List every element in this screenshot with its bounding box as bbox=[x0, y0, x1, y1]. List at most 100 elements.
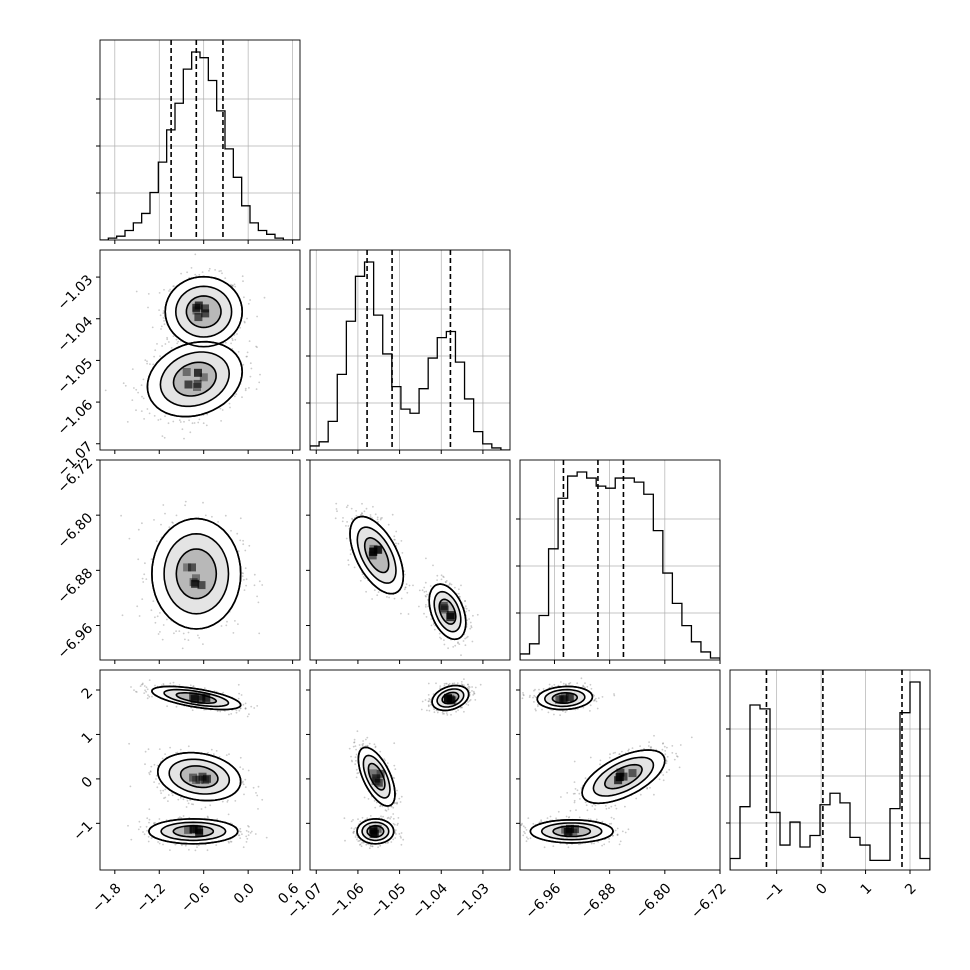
density-cell bbox=[446, 611, 455, 620]
scatter-point bbox=[142, 831, 144, 833]
scatter-point bbox=[248, 340, 251, 342]
scatter-point bbox=[253, 707, 256, 709]
scatter-point bbox=[166, 336, 169, 339]
scatter-point bbox=[342, 517, 344, 519]
scatter-point bbox=[250, 367, 253, 370]
scatter-point bbox=[148, 679, 151, 681]
scatter-point bbox=[258, 580, 261, 583]
scatter-point bbox=[224, 514, 227, 517]
scatter-point bbox=[157, 633, 160, 635]
scatter-point bbox=[163, 436, 166, 439]
scatter-point bbox=[460, 654, 462, 657]
scatter-point bbox=[146, 408, 149, 410]
contour-line bbox=[349, 515, 405, 595]
scatter-point bbox=[436, 574, 439, 577]
scatter-point bbox=[169, 682, 172, 685]
scatter-point bbox=[140, 410, 143, 412]
scatter-point bbox=[224, 341, 227, 344]
scatter-point bbox=[257, 601, 260, 604]
scatter-point bbox=[245, 578, 248, 581]
scatter-point bbox=[220, 420, 223, 422]
scatter-point bbox=[136, 605, 139, 608]
scatter-point bbox=[240, 694, 243, 696]
scatter-point bbox=[237, 351, 240, 353]
scatter-point bbox=[424, 606, 427, 608]
scatter-point bbox=[460, 584, 462, 587]
scatter-point bbox=[463, 607, 466, 609]
scatter-panel-4-1 bbox=[127, 679, 268, 852]
scatter-point bbox=[152, 363, 155, 366]
scatter-point bbox=[186, 271, 189, 274]
contour-line bbox=[146, 340, 244, 418]
scatter-point bbox=[242, 846, 245, 849]
scatter-point bbox=[393, 597, 396, 600]
scatter-point bbox=[150, 837, 153, 839]
scatter-point bbox=[449, 582, 451, 585]
scatter-point bbox=[239, 756, 242, 759]
scatter-point bbox=[175, 752, 177, 754]
density-cell bbox=[446, 613, 454, 622]
scatter-point bbox=[171, 794, 174, 797]
scatter-point bbox=[433, 628, 436, 631]
scatter-point bbox=[388, 596, 390, 599]
scatter-point bbox=[231, 284, 234, 287]
scatter-point bbox=[335, 502, 338, 505]
scatter-point bbox=[163, 797, 165, 800]
scatter-point bbox=[476, 613, 479, 616]
scatter-point bbox=[193, 422, 196, 424]
scatter-point bbox=[243, 321, 246, 324]
scatter-point bbox=[246, 355, 248, 358]
scatter-point bbox=[133, 387, 135, 389]
scatter-point bbox=[347, 563, 350, 566]
scatter-point bbox=[150, 558, 153, 561]
scatter-point bbox=[141, 598, 144, 600]
scatter-point bbox=[176, 342, 179, 345]
scatter-point bbox=[243, 578, 245, 581]
scatter-point bbox=[197, 421, 200, 424]
scatter-point bbox=[131, 399, 134, 401]
scatter-point bbox=[154, 349, 157, 352]
scatter-point bbox=[141, 395, 143, 398]
scatter-point bbox=[238, 834, 241, 837]
scatter-point bbox=[241, 781, 244, 784]
scatter-point bbox=[205, 424, 208, 427]
scatter-point bbox=[219, 710, 222, 713]
scatter-point bbox=[359, 514, 362, 516]
scatter-point bbox=[167, 800, 169, 802]
scatter-point bbox=[140, 384, 143, 386]
scatter-point bbox=[197, 844, 200, 847]
scatter-point bbox=[230, 840, 233, 843]
scatter-point bbox=[174, 843, 177, 846]
scatter-point bbox=[144, 359, 147, 361]
scatter-point bbox=[386, 596, 388, 598]
scatter-point bbox=[215, 844, 218, 846]
scatter-point bbox=[256, 595, 258, 598]
scatter-point bbox=[181, 428, 184, 431]
scatter-point bbox=[149, 770, 152, 773]
scatter-point bbox=[144, 763, 146, 766]
scatter-point bbox=[153, 415, 156, 417]
scatter-point bbox=[454, 644, 457, 647]
scatter-point bbox=[148, 772, 151, 774]
scatter-point bbox=[230, 283, 232, 286]
scatter-point bbox=[187, 631, 190, 634]
scatter-point bbox=[430, 624, 433, 627]
scatter-point bbox=[141, 682, 144, 685]
scatter-point bbox=[445, 581, 447, 584]
scatter-point bbox=[466, 619, 468, 622]
scatter-point bbox=[371, 598, 373, 600]
scatter-point bbox=[253, 573, 256, 576]
scatter-point bbox=[204, 514, 207, 517]
scatter-point bbox=[145, 686, 148, 689]
scatter-point bbox=[234, 285, 237, 288]
scatter-point bbox=[423, 591, 426, 593]
density-cell bbox=[197, 581, 206, 590]
scatter-point bbox=[176, 751, 179, 754]
scatter-point bbox=[182, 798, 185, 801]
scatter-point bbox=[245, 584, 248, 587]
scatter-point bbox=[173, 285, 175, 287]
scatter-point bbox=[135, 690, 137, 693]
scatter-point bbox=[425, 616, 428, 618]
scatter-point bbox=[444, 581, 447, 583]
scatter-point bbox=[466, 635, 469, 638]
